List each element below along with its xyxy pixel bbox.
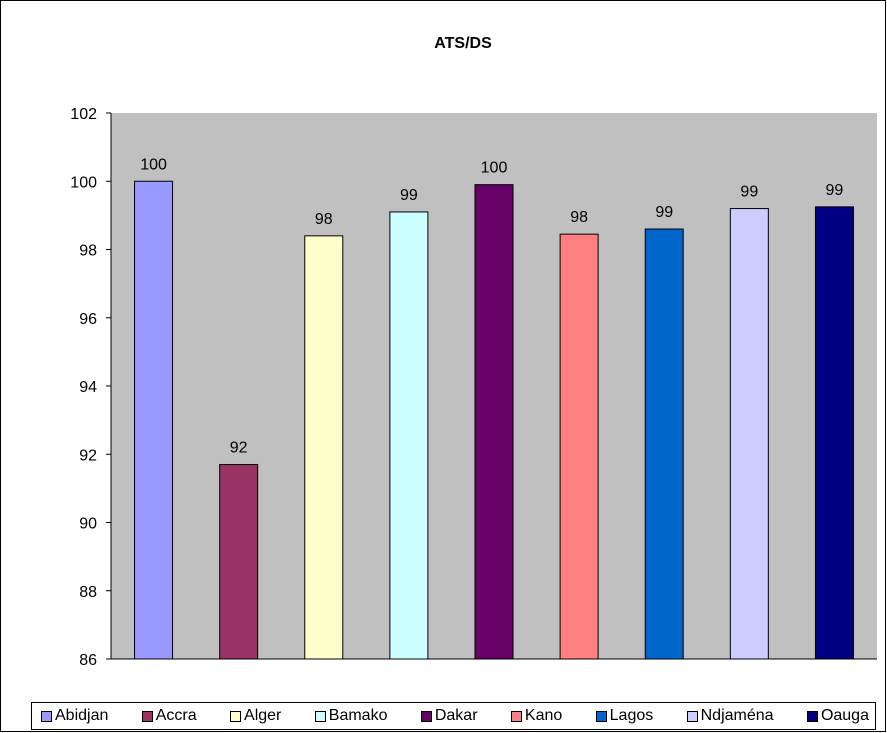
bar-alger [304,235,344,660]
legend-swatch [230,710,242,722]
bar-oauga [814,206,854,660]
legend-item: Ndjaména [686,707,774,725]
legend-label: Kano [524,707,563,724]
legend-item: Accra [141,707,197,725]
bar-kano [559,233,599,660]
legend-swatch [41,710,52,722]
data-label: 99 [400,187,418,204]
legend-swatch [420,710,432,722]
legend-label: Lagos [609,707,654,724]
legend-swatch [141,710,153,722]
y-tick-label: 92 [79,447,97,464]
legend-swatch [686,710,698,722]
y-tick-label: 100 [70,174,97,191]
chart-title: ATS/DS [434,35,492,52]
y-tick-label: 94 [79,379,97,396]
y-tick-label: 90 [79,516,97,533]
legend-label: Alger [244,707,282,724]
data-label: 99 [826,182,844,199]
bar-abidjan [134,180,174,660]
legend-item: Dakar [420,707,478,725]
y-tick-label: 102 [70,106,97,123]
y-tick-label: 88 [79,584,97,601]
legend-item: Oauga [806,707,869,725]
data-labels: 100 92 98 99 100 98 99 99 99 [140,156,843,456]
y-tick-label: 86 [79,652,97,669]
bar-bamako [389,211,429,660]
data-label: 98 [315,211,333,228]
y-tick-label: 96 [79,311,97,328]
legend-item: Abidjan [41,707,108,725]
legend-swatch [314,710,326,722]
bar-dakar [474,184,514,660]
legend-item: Kano [510,707,563,725]
data-label: 100 [481,160,508,177]
bars [134,180,854,660]
legend-swatch [510,710,522,722]
legend-label: Ndjaména [700,707,774,724]
data-label: 99 [740,184,758,201]
data-label: 99 [655,204,673,221]
y-tick-label: 98 [79,243,97,260]
bar-lagos [644,228,684,660]
bar-ndjaména [729,208,769,660]
legend-swatch [806,710,818,722]
legend-item: Bamako [314,707,388,725]
legend-item: Lagos [595,707,654,725]
legend-label: Abidjan [55,707,109,724]
legend-label: Dakar [434,707,478,724]
data-label: 98 [570,209,588,226]
legend-label: Bamako [328,707,388,724]
data-label: 92 [230,439,248,456]
bar-accra [219,463,259,660]
legend-swatch [595,710,607,722]
legend-label: Oauga [820,707,869,724]
legend-item: Alger [230,707,281,725]
data-label: 100 [140,156,167,173]
legend-label: Accra [155,707,197,724]
legend: Abidjan Accra Alger Bamako Dakar Kano Lagos Ndj… [31,702,876,730]
